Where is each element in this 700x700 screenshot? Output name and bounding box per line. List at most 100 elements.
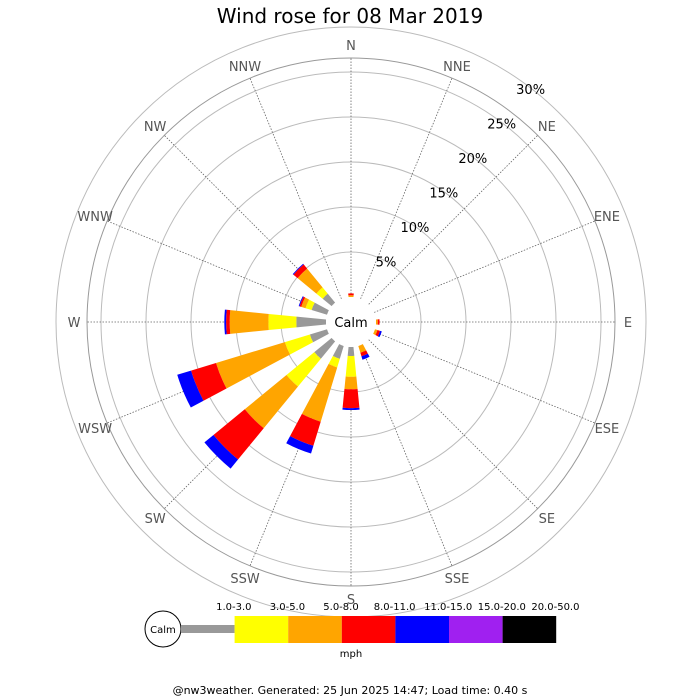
legend-bin-label: 15.0-20.0 [478,602,526,613]
petal-segment [344,376,358,390]
grid-ring-outer [86,57,616,587]
speed-legend: Calm 1.0-3.0 3.0-5.0 5.0-8.0 8.0-11.0 11.0-1… [144,602,579,660]
calm-label: Calm [334,316,367,331]
direction-label: NW [144,120,167,135]
legend-swatch [234,616,289,643]
ring-label: 15% [429,186,458,201]
direction-label: E [624,316,632,331]
petal-segment [268,313,297,331]
petal-segment [345,355,357,377]
direction-label: W [68,316,81,331]
wind-petals [177,263,382,469]
ring-labels: 5% 10% 15% 20% 25% 30% [376,83,545,270]
ring-label: 5% [376,255,397,270]
legend-bin-label: 8.0-11.0 [374,602,416,613]
petal-segment [322,293,336,307]
petal-segment [301,297,310,309]
legend-swatch [502,616,557,643]
direction-label: SSE [445,572,470,587]
petal-segment [292,263,304,275]
petal-segment [360,350,368,357]
spoke [360,344,453,567]
footer-text: @nw3weather. Generated: 25 Jun 2025 14:4… [172,684,528,697]
petal-segment [224,309,227,335]
petal-segment [377,319,380,325]
legend-swatch [395,616,449,643]
petal-segment [305,299,315,311]
legend-calm-label: Calm [150,625,176,636]
petal-segment [297,268,323,294]
spoke [368,339,538,509]
petal-segment [347,346,355,357]
petal-segment [375,319,378,325]
petal-segment [299,296,306,307]
petal-segment [215,342,291,389]
petal-segment [358,344,367,353]
petal-segment [309,329,329,343]
petal-segment [314,337,336,359]
spoke [373,331,596,424]
petal-segment [293,264,308,279]
direction-label: NE [538,120,556,135]
direction-label: S [347,593,355,608]
petal-segment [377,330,382,338]
direction-label: NNE [443,60,471,75]
petal-segment [191,363,227,401]
petal-segment [296,316,327,328]
calm-circle: Calm [326,297,376,347]
spoke [373,220,596,313]
petal-segment [361,353,370,360]
petal-segment [301,363,338,422]
direction-label: ENE [594,210,620,225]
petal-segment [286,352,321,387]
petal-segment [316,287,328,299]
petal-segment [204,434,239,469]
legend-bin-label: 11.0-15.0 [424,602,472,613]
legend-swatch [341,616,396,643]
petal-segment [332,344,344,359]
direction-label: SSW [230,572,260,587]
petal-segment [244,375,298,429]
ring-label: 30% [516,83,545,98]
ring-label: 10% [400,221,429,236]
direction-label: WNW [77,210,113,225]
petal-segment [373,329,378,336]
petal-segment [342,407,360,411]
petal-segment [229,310,269,334]
direction-label: N [346,39,356,54]
legend-bin-label: 5.0-8.0 [323,602,358,613]
legend-bin-label: 3.0-5.0 [270,602,305,613]
petal-segment [213,409,264,460]
spoke [368,135,538,305]
chart-title: Wind rose for 08 Mar 2019 [216,4,484,28]
legend-swatch [449,616,503,643]
direction-label: WSW [78,422,112,437]
legend-bin-label: 1.0-3.0 [216,602,251,613]
legend-swatch [288,616,342,643]
petal-segment [348,293,354,296]
spoke [249,77,342,300]
direction-label: SW [145,512,166,527]
petal-segment [328,355,340,368]
spoke [106,220,329,313]
petal-segment [226,309,231,335]
petal-segment [177,370,204,408]
spoke [360,77,453,300]
direction-label: NNW [229,60,261,75]
petal-segment [290,413,321,446]
petal-segment [311,302,329,315]
petal-segment [284,334,314,355]
ring-label: 25% [487,117,516,132]
petal-segment [286,436,314,454]
direction-label: SE [539,512,555,527]
direction-labels: N NNE NE ENE E ESE SE SSE S SSW SW WSW W WNW NW NNW [68,39,633,608]
ring-label: 20% [458,152,487,167]
legend-bin-label: 20.0-50.0 [531,602,579,613]
petal-segment [375,330,381,337]
legend-unit: mph [340,649,362,660]
petal-segment [348,295,354,298]
direction-label: ESE [595,422,620,437]
petal-segment [342,388,360,409]
legend-swatch [181,625,235,633]
